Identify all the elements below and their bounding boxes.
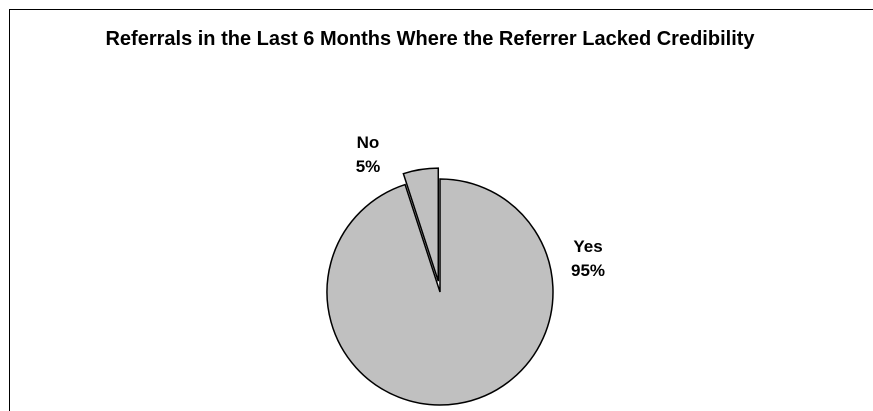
- chart-title: Referrals in the Last 6 Months Where the…: [105, 28, 755, 50]
- pie-slice-yes: [326, 178, 554, 406]
- slice-label-yes: Yes: [573, 237, 602, 256]
- pie-slice-no: [402, 167, 440, 282]
- slice-value-yes: 95%: [571, 261, 605, 280]
- slice-label-no: No: [357, 133, 380, 152]
- slice-value-no: 5%: [356, 157, 381, 176]
